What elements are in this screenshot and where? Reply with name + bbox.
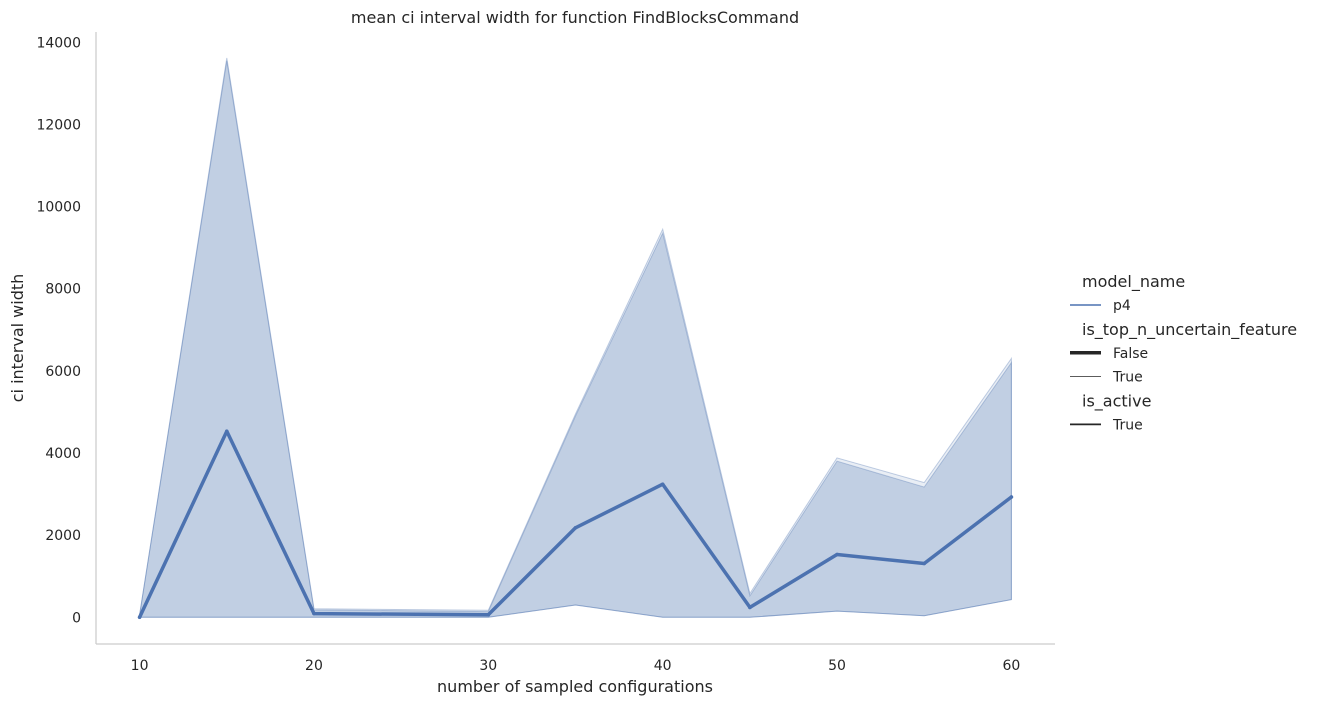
series-lines <box>137 429 1014 620</box>
legend-title: model_name <box>1082 272 1185 292</box>
x-tick-label: 20 <box>305 658 323 674</box>
data-point-false <box>660 482 665 486</box>
ci-bands <box>139 57 1012 618</box>
x-tick-label: 10 <box>131 658 149 674</box>
legend-label: True <box>1112 370 1143 386</box>
legend-title: is_active <box>1082 391 1151 411</box>
data-point-false <box>922 561 926 566</box>
data-point-false <box>486 613 491 617</box>
x-tick-label: 60 <box>1002 658 1020 674</box>
legend-title: is_top_n_uncertain_feature <box>1082 320 1297 340</box>
data-point-false <box>573 526 578 530</box>
ci-band-false <box>139 60 1012 618</box>
x-tick-labels: 10 20 30 40 50 60 <box>131 658 1021 674</box>
y-tick-label: 4000 <box>45 446 81 462</box>
data-point-false <box>748 605 752 610</box>
axes <box>95 32 1055 645</box>
data-point-false <box>312 611 316 616</box>
y-tick-label: 6000 <box>45 364 81 380</box>
chart-title: mean ci interval width for function Find… <box>351 8 799 27</box>
data-point-false <box>225 429 229 433</box>
x-axis-label: number of sampled configurations <box>437 677 713 696</box>
y-tick-label: 10000 <box>36 200 81 216</box>
y-tick-label: 12000 <box>36 117 81 133</box>
y-tick-label: 0 <box>72 610 81 626</box>
y-tick-label: 8000 <box>45 282 81 298</box>
data-point-false <box>137 615 142 620</box>
x-tick-label: 50 <box>828 658 846 674</box>
x-tick-label: 40 <box>654 658 672 674</box>
y-axis-label: ci interval width <box>8 274 27 403</box>
legend-label: False <box>1113 346 1148 362</box>
legend-label: p4 <box>1113 298 1131 314</box>
series-line-false <box>137 429 1014 620</box>
y-tick-label: 2000 <box>45 528 81 544</box>
x-tick-label: 30 <box>479 658 497 674</box>
legend-label: True <box>1112 417 1143 433</box>
legend: model_name p4 is_top_n_uncertain_feature Fa… <box>1070 272 1297 433</box>
y-tick-labels: 0 2000 4000 6000 8000 10000 12000 14000 <box>36 35 81 626</box>
data-point-false <box>1009 495 1014 499</box>
y-tick-label: 14000 <box>36 35 81 51</box>
data-point-false <box>835 552 839 557</box>
